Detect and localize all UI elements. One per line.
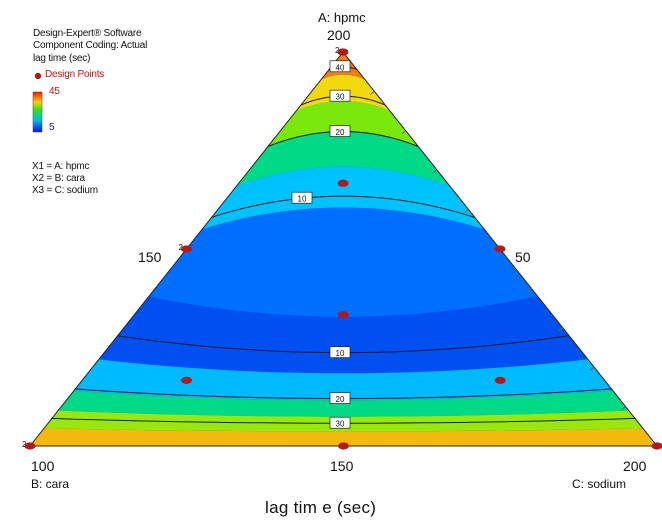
top-axis-value: 200 [327,27,350,43]
component-x2-label: X2 = B: cara [32,173,85,185]
contour-label: 10 [336,349,345,358]
bottom-left-axis-name: B: cara [31,477,69,491]
top-axis-name: A: hpmc [318,10,366,25]
bottom-right-axis-name: C: sodium [572,477,626,491]
contour-label: 20 [336,395,345,404]
design-point [181,377,192,384]
software-label: Design-Expert® Software [33,28,141,40]
contour-label: 40 [336,63,345,72]
legend-min-value: 5 [49,122,54,134]
design-point [495,377,506,384]
legend-max-value: 45 [49,86,60,98]
design-point [338,442,349,449]
design-point [652,442,662,449]
bottom-left-value: 100 [31,458,54,474]
component-coding-label: Component Coding: Actual [33,40,147,52]
right-mid-value: 50 [515,249,531,265]
replicate-label: 2 [22,440,27,449]
bottom-right-value: 200 [623,458,646,474]
contour-label: 30 [336,420,345,429]
bottom-mid-value: 150 [330,458,353,474]
contour-label: 30 [336,93,345,102]
legend-design-point-icon [35,73,41,79]
replicate-label: 2 [179,243,184,252]
replicate-label: 2 [335,46,340,55]
legend-design-points-label: Design Points [45,69,104,81]
contour-label: 10 [298,195,307,204]
legend-color-bar [33,92,42,132]
contour-label: 20 [336,128,345,137]
design-point [338,311,349,318]
left-mid-value: 150 [138,249,161,265]
component-x1-label: X1 = A: hpmc [32,161,89,173]
chart-title: lag tim e (sec) [265,498,376,518]
response-label: lag time (sec) [33,53,90,65]
design-point [495,245,506,252]
design-point [338,180,349,187]
component-x3-label: X3 = C: sodium [32,185,98,197]
